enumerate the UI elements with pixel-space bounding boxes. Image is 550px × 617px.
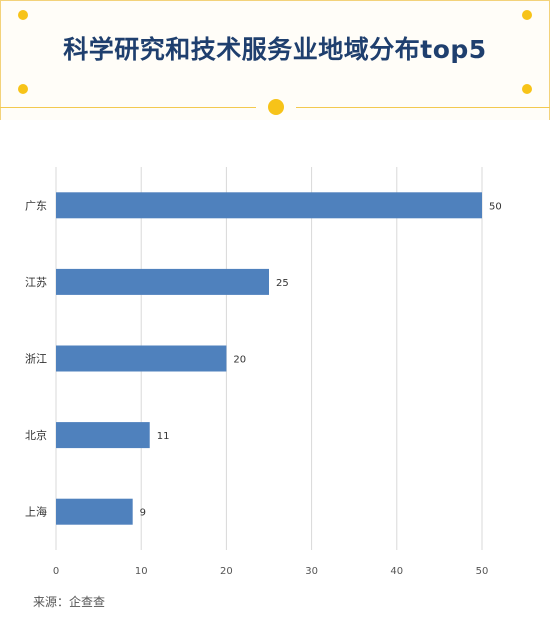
bar-4 <box>56 498 133 525</box>
chart-title: 科学研究和技术服务业地域分布top5 <box>63 35 487 64</box>
x-tick-label-50: 50 <box>476 566 489 577</box>
value-label-1: 25 <box>276 278 289 289</box>
x-tick-label-40: 40 <box>390 566 403 577</box>
corner-dot-top-left <box>18 10 28 20</box>
category-label-4: 上海 <box>25 505 47 519</box>
bar-1 <box>56 268 269 295</box>
x-tick-label-0: 0 <box>53 566 59 577</box>
corner-dot-mid-left <box>18 84 28 94</box>
bar-2 <box>56 345 227 372</box>
category-label-3: 北京 <box>25 428 47 442</box>
bar-chart: 0 10 20 30 40 50 广东 50 江苏 25 浙江 20 北京 11 上海 9 <box>25 167 502 577</box>
bar-0 <box>56 192 482 219</box>
value-label-3: 11 <box>157 431 170 442</box>
divider-right <box>296 107 550 108</box>
category-label-1: 江苏 <box>25 276 47 289</box>
divider-center-dot <box>268 99 284 115</box>
divider-left <box>0 107 256 108</box>
corner-dot-mid-right <box>522 84 532 94</box>
category-label-0: 广东 <box>25 199 47 212</box>
x-tick-label-20: 20 <box>220 566 233 577</box>
x-tick-label-10: 10 <box>135 566 148 577</box>
chart-panel: 0 10 20 30 40 50 广东 50 江苏 25 浙江 20 北京 11 上海 9 <box>0 120 550 617</box>
value-label-2: 20 <box>233 355 246 366</box>
source-note: 来源：企查查 <box>33 595 106 609</box>
category-label-2: 浙江 <box>25 353 47 366</box>
x-tick-label-30: 30 <box>305 566 318 577</box>
value-label-4: 9 <box>140 508 146 519</box>
bar-3 <box>56 422 150 449</box>
corner-dot-top-right <box>522 10 532 20</box>
value-label-0: 50 <box>489 201 502 212</box>
